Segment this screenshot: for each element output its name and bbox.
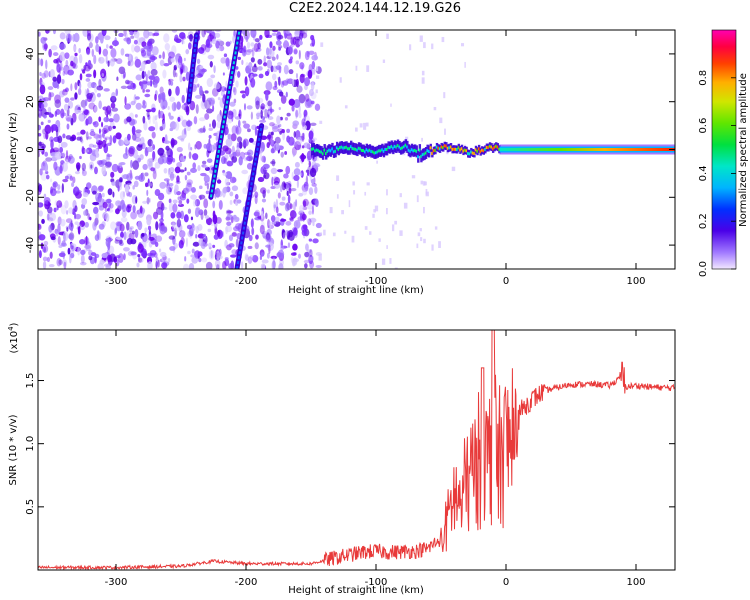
snr-y-scale-base: (x10 <box>9 331 20 354</box>
colorbar: 0.0 0.2 0.4 0.6 0.8 Normalized spectral ampl… <box>698 29 749 277</box>
snr-y-tick-label: 1.5 <box>25 373 36 389</box>
colorbar-tick-label: 0.8 <box>698 70 709 86</box>
snr-y-scale-label: (x104) <box>7 322 20 353</box>
snr-y-axis-label: SNR (10 * v/v) <box>8 414 19 485</box>
spectrogram-x-tick-label: -100 <box>365 276 388 287</box>
colorbar-tick-label: 0.6 <box>698 118 709 134</box>
snr-x-axis-label: Height of straight line (km) <box>288 585 424 596</box>
signal-band <box>311 139 675 163</box>
spectrogram-y-tick-label: 40 <box>25 48 36 61</box>
snr-x-tick-label: 0 <box>503 577 509 588</box>
snr-y-tick-label: 0.5 <box>25 499 36 515</box>
sparse-points <box>312 33 467 269</box>
colorbar-frame <box>711 29 737 270</box>
spectrogram-y-axis-label: Frequency (Hz) <box>8 112 19 188</box>
snr-x-tick-label: -100 <box>365 577 388 588</box>
snr-x-tick-label: 100 <box>626 577 645 588</box>
spectrogram-y-tick-label: -40 <box>25 237 36 253</box>
snr-x-tick-label: -200 <box>235 577 258 588</box>
colorbar-label: Normalized spectral amplitude <box>738 73 749 227</box>
spectrogram-x-tick-label: 0 <box>503 276 509 287</box>
spectrogram-y-tick-label: 0 <box>25 146 36 152</box>
noise-region <box>38 30 322 269</box>
snr-x-tick-label: -300 <box>105 577 128 588</box>
snr-series-line <box>38 330 675 570</box>
spectrogram-image <box>38 30 675 269</box>
figure-title: C2E2.2024.144.12.19.G26 <box>288 1 462 16</box>
spectrogram-x-tick-label: -300 <box>105 276 128 287</box>
spectrogram-y-tick-label: 20 <box>25 95 36 108</box>
colorbar-gradient <box>712 30 736 269</box>
colorbar-ticks: 0.0 0.2 0.4 0.6 0.8 <box>698 70 736 277</box>
spectrogram-x-axis-label: Height of straight line (km) <box>288 285 424 296</box>
snr-plot: -300 -200 -100 0 100 0.5 1.0 1.5 Height of stra… <box>7 322 676 596</box>
streak-1 <box>208 30 242 200</box>
colorbar-tick-label: 0.4 <box>698 165 709 181</box>
colorbar-tick-label: 0.2 <box>698 213 709 229</box>
spectrogram-y-tick-label: -20 <box>25 189 36 205</box>
spectrogram-x-tick-label: -200 <box>235 276 258 287</box>
snr-ticks: -300 -200 -100 0 100 0.5 1.0 1.5 <box>25 330 675 588</box>
snr-y-tick-label: 1.0 <box>25 436 36 452</box>
spectrogram-x-tick-label: 100 <box>626 276 645 287</box>
streak-3 <box>186 32 200 105</box>
snr-frame <box>37 329 676 571</box>
snr-y-scale-exponent: 4 <box>7 326 15 331</box>
streak-2 <box>234 123 265 269</box>
colorbar-tick-label: 0.0 <box>698 261 709 277</box>
